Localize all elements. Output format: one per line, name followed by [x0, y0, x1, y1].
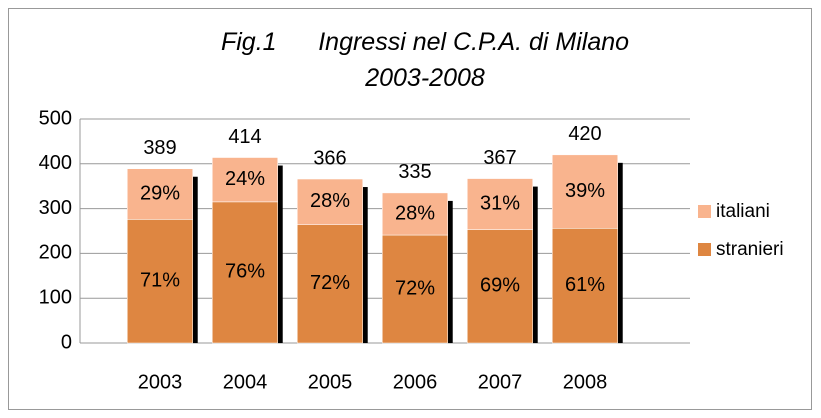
x-tick-label: 2003	[138, 371, 183, 393]
bar-segment	[212, 157, 278, 203]
chart-title: Fig.1 Ingressi nel C.P.A. di Milano 2003…	[220, 28, 650, 92]
bar-shadow	[192, 176, 198, 343]
bar-shadow	[532, 186, 538, 343]
bar-segment	[467, 178, 533, 230]
share-label: 28%	[310, 190, 350, 212]
total-label: 420	[568, 123, 601, 145]
legend-label: stranieri	[716, 239, 784, 260]
bar-segment	[552, 228, 618, 344]
x-tick-label: 2007	[478, 371, 523, 393]
share-label: 61%	[565, 274, 605, 296]
y-tick-label: 300	[39, 197, 72, 219]
share-label: 28%	[395, 202, 435, 224]
bar-segment	[552, 154, 618, 229]
share-label: 71%	[140, 269, 180, 291]
y-tick-label: 0	[61, 331, 72, 353]
x-tick-label: 2004	[223, 371, 268, 393]
total-label: 335	[398, 161, 431, 183]
bar-shadow	[362, 187, 368, 343]
bar-shadow	[447, 200, 453, 343]
y-tick-label: 500	[39, 107, 72, 129]
bar-segment	[382, 192, 448, 236]
bar-segment	[297, 178, 363, 225]
bar-shadow	[277, 165, 283, 343]
share-label: 31%	[480, 192, 520, 214]
legend-swatch	[698, 205, 711, 218]
y-tick-label: 400	[39, 152, 72, 174]
bar-segment	[467, 229, 533, 344]
legend-label: italiani	[716, 201, 770, 222]
total-label: 414	[228, 126, 261, 148]
legend-swatch	[698, 243, 711, 256]
share-label: 29%	[140, 182, 180, 204]
bar-segment	[297, 224, 363, 344]
bar-shadow	[617, 162, 623, 343]
bar-segment	[382, 234, 448, 344]
bar-segment	[127, 168, 193, 220]
total-label: 366	[313, 147, 346, 169]
x-tick-label: 2005	[308, 371, 353, 393]
total-label: 367	[483, 147, 516, 169]
share-label: 76%	[225, 261, 265, 283]
share-label: 72%	[395, 277, 435, 299]
total-label: 389	[143, 137, 176, 159]
share-label: 72%	[310, 272, 350, 294]
bar-segment	[212, 201, 278, 344]
share-label: 39%	[565, 180, 605, 202]
x-tick-label: 2008	[563, 371, 608, 393]
x-tick-label: 2006	[393, 371, 438, 393]
bar-segment	[127, 219, 193, 344]
y-tick-label: 100	[39, 286, 72, 308]
share-label: 24%	[225, 168, 265, 190]
y-tick-label: 200	[39, 242, 72, 264]
share-label: 69%	[480, 275, 520, 297]
